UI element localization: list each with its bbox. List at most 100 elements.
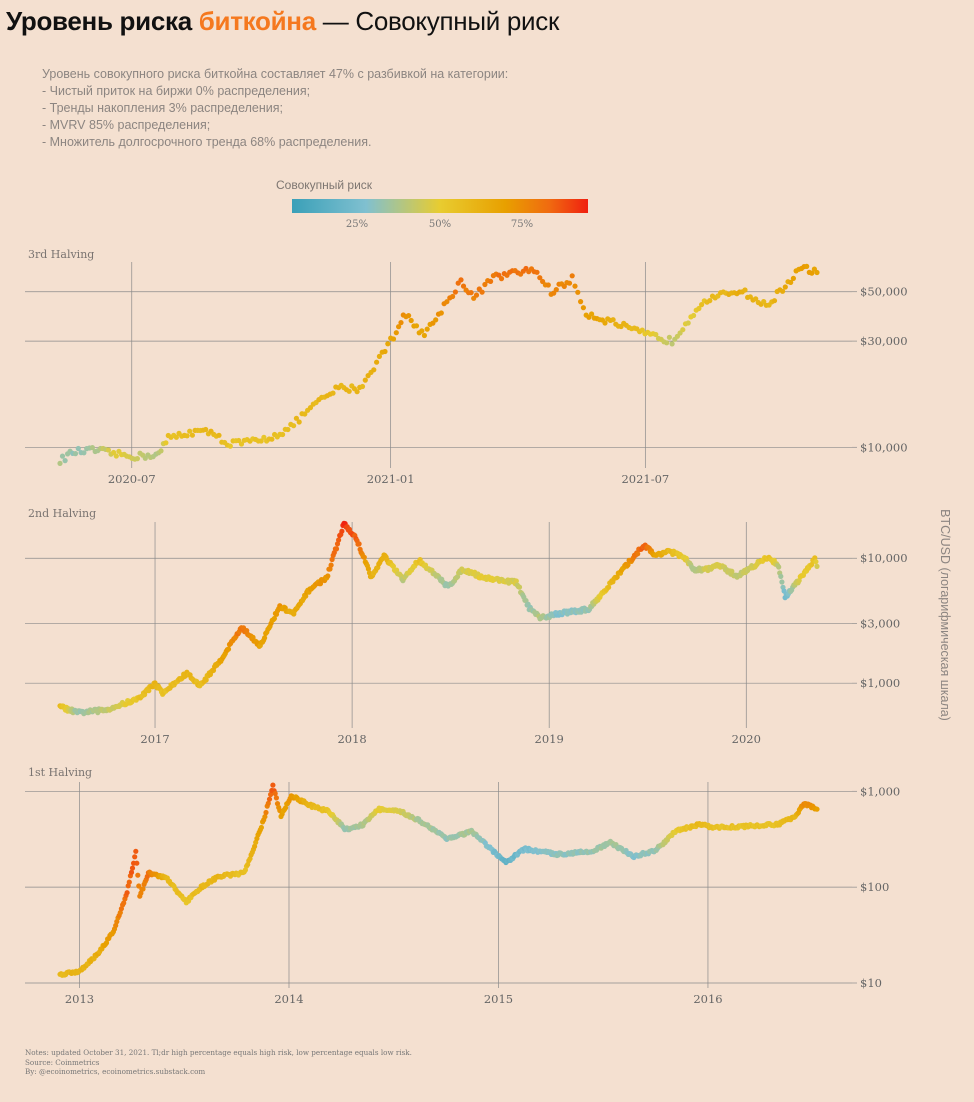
price-point — [225, 646, 232, 652]
price-point — [189, 432, 195, 438]
legend-tick-label: 75% — [510, 219, 534, 230]
price-point — [814, 269, 820, 276]
price-point — [468, 290, 474, 296]
price-point — [780, 288, 786, 294]
y-tick-label: $1,000 — [860, 784, 900, 798]
price-point — [126, 879, 132, 885]
legend-colorbar — [292, 199, 588, 213]
price-point — [57, 460, 63, 466]
price-point — [566, 280, 573, 286]
price-point — [374, 359, 380, 365]
x-tick-label: 2016 — [693, 992, 722, 1006]
x-tick-label: 2015 — [484, 992, 513, 1006]
price-point — [135, 872, 141, 878]
notes-line: Notes: updated October 31, 2021. Tl;dr h… — [25, 1048, 412, 1057]
y-tick-label: $50,000 — [860, 285, 908, 299]
price-point — [680, 327, 686, 333]
price-point — [376, 353, 382, 359]
y-tick-label: $100 — [860, 880, 889, 894]
price-point — [804, 263, 810, 269]
price-point — [496, 272, 502, 278]
price-point — [81, 450, 87, 456]
price-point — [696, 305, 702, 312]
notes-line: Source: Coinmetrics — [25, 1057, 100, 1067]
subtitle-line: - Чистый приток на биржи 0% распределени… — [42, 84, 311, 98]
price-point — [134, 860, 140, 866]
x-tick-label: 2013 — [65, 992, 94, 1006]
price-point — [270, 782, 276, 788]
price-point — [776, 564, 782, 570]
price-point — [589, 311, 595, 317]
price-point — [89, 445, 95, 451]
price-point — [271, 615, 277, 622]
price-point — [72, 451, 79, 457]
price-point — [59, 453, 66, 459]
price-point — [262, 814, 268, 820]
price-point — [572, 283, 578, 289]
price-point — [132, 854, 138, 860]
price-point — [371, 367, 377, 373]
price-point — [173, 434, 179, 440]
price-point — [691, 312, 697, 319]
price-point — [346, 388, 352, 394]
price-point — [307, 405, 314, 411]
price-point — [268, 791, 274, 798]
price-point — [482, 281, 488, 288]
price-point — [329, 556, 335, 563]
legend-title: Совокупный риск — [276, 178, 373, 192]
price-point — [203, 677, 209, 683]
chart-notes: Notes: updated October 31, 2021. Tl;dr h… — [25, 1048, 412, 1077]
price-point — [433, 317, 439, 323]
price-point — [814, 563, 820, 569]
legend-tick-label: 25% — [345, 219, 369, 230]
price-point — [325, 573, 331, 579]
subtitle-line: Уровень совокупного риска биткойна соста… — [42, 67, 509, 81]
price-point — [578, 299, 584, 305]
price-point — [779, 579, 785, 585]
price-point — [438, 310, 444, 316]
price-point — [575, 289, 581, 295]
price-point — [382, 348, 388, 355]
chart-subtitle: Уровень совокупного риска биткойна соста… — [42, 66, 508, 151]
price-point — [419, 328, 425, 334]
price-point — [285, 426, 291, 433]
price-point — [707, 298, 713, 304]
chart-panel-3rd-halving: $10,000 $30,000 $50,000 2020-07 2021-01 2021-… — [25, 262, 908, 486]
price-point — [569, 273, 575, 279]
price-point — [452, 289, 458, 295]
y-tick-label: $10 — [860, 976, 882, 990]
price-point — [498, 276, 505, 282]
price-point — [778, 573, 784, 579]
price-point — [272, 790, 278, 797]
price-point — [113, 453, 119, 459]
price-point — [283, 805, 289, 811]
x-tick-label: 2017 — [140, 732, 169, 746]
price-point — [117, 910, 123, 916]
price-point — [396, 324, 402, 330]
price-point — [236, 437, 242, 444]
price-point — [238, 441, 245, 447]
price-point — [639, 327, 645, 333]
price-point — [424, 326, 430, 332]
x-tick-label: 2018 — [337, 732, 366, 746]
price-point — [62, 458, 68, 464]
price-point — [398, 320, 404, 326]
price-point — [146, 688, 152, 694]
price-point — [121, 900, 127, 906]
price-point — [790, 275, 797, 281]
chart-panel-1st-halving: $10 $100 $1,000 2013 2014 2015 2016 — [25, 782, 900, 1006]
price-point — [685, 320, 691, 326]
price-point — [473, 292, 480, 298]
price-point — [814, 806, 820, 812]
price-point — [796, 577, 802, 584]
subtitle-line: - Множитель долгосрочного тренда 68% рас… — [42, 135, 372, 149]
price-point — [635, 551, 641, 557]
chart-title: Уровень риска биткойна — Совокупный риск — [6, 6, 559, 37]
price-point — [356, 541, 362, 547]
price-point — [134, 456, 140, 462]
price-point — [158, 448, 164, 454]
price-point — [250, 634, 256, 640]
price-point — [291, 423, 297, 429]
price-point — [625, 562, 631, 568]
price-point — [133, 848, 139, 854]
